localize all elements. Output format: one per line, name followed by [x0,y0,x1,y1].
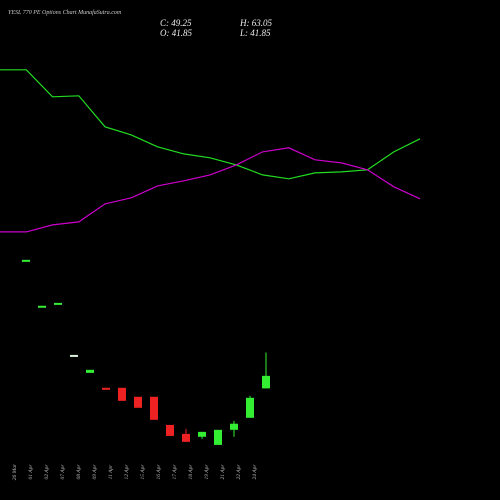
candle-body [54,302,62,305]
candle-body [214,429,222,445]
chart-title: YESL 770 PE Options Chart MunafaSutra.co… [8,9,122,16]
x-tick-label: 16 Apr [156,464,162,480]
x-tick-label: 02 Apr [44,464,50,480]
candle-body [118,387,126,401]
open-info: O: 41.85 [160,28,192,38]
close-info: C: 49.25 [160,18,192,28]
candle-body [102,387,110,390]
x-tick-label: 15 Apr [140,464,146,480]
line-series [0,69,421,180]
candle-body [198,431,206,437]
x-tick-label: 01 Apr [28,464,34,480]
x-tick-label: 08 Apr [76,464,82,480]
low-info: L: 41.85 [239,28,271,38]
candle-body [86,369,94,373]
high-info: H: 63.05 [239,18,272,28]
candle-body [230,423,238,430]
candle-body [134,396,142,408]
candle-body [182,433,190,442]
x-tick-label: 21 Apr [220,464,226,480]
candle-body [70,354,78,357]
candle-body [150,396,158,420]
x-tick-label: 26 Mar [12,463,18,480]
x-tick-label: 17 Apr [172,464,178,480]
x-tick-label: 18 Apr [188,464,194,480]
line-series [0,147,421,233]
x-tick-label: 07 Apr [60,464,66,480]
x-tick-label: 11 Apr [108,464,114,479]
x-tick-label: 22 Apr [236,464,242,480]
candle-body [166,424,174,436]
candle-body [38,305,46,308]
x-tick-label: 24 Apr [251,464,258,480]
x-tick-label: 09 Apr [92,464,98,480]
x-tick-label: 19 Apr [204,464,210,480]
candle-body [22,259,30,262]
candle-body [262,375,270,389]
candle-body [246,397,254,418]
x-tick-label: 12 Apr [124,464,130,480]
